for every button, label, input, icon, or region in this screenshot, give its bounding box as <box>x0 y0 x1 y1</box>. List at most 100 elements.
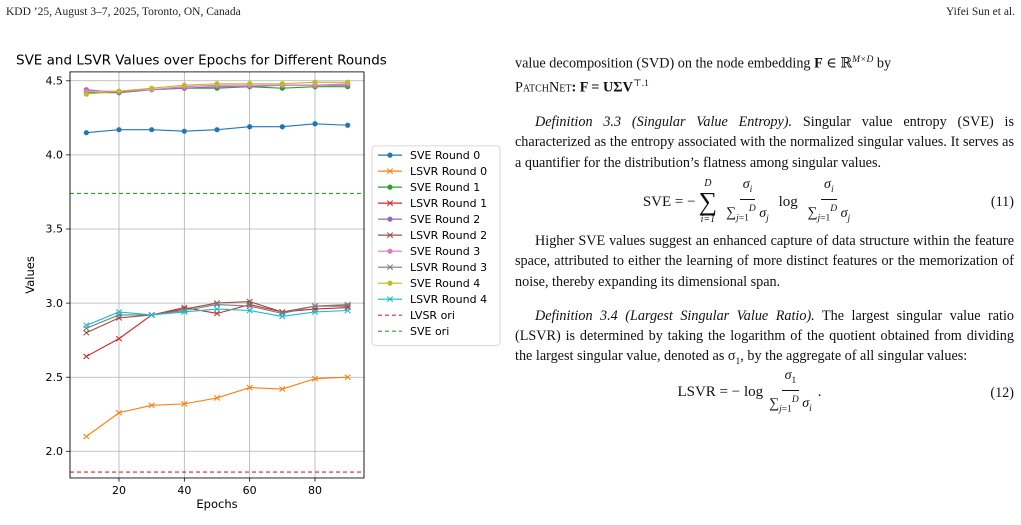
legend-marker <box>386 168 394 175</box>
legend-label: SVE ori <box>410 325 449 338</box>
equation-11-number: (11) <box>990 193 1014 210</box>
legend-marker <box>386 296 394 303</box>
legend-label: SVE Round 0 <box>410 149 480 162</box>
plot-frame <box>69 71 365 479</box>
data-point <box>181 309 188 315</box>
data-point <box>83 353 90 360</box>
data-point <box>279 386 286 393</box>
x-tick-label: 40 <box>177 484 191 497</box>
equation-12-number: (12) <box>990 384 1014 401</box>
data-point <box>279 309 286 315</box>
legend-marker <box>387 184 393 190</box>
data-point <box>312 79 318 85</box>
data-point <box>83 433 90 440</box>
running-header-venue: KDD ’25, August 3–7, 2025, Toronto, ON, … <box>6 6 241 18</box>
legend-marker <box>386 200 394 207</box>
chart-body: SVE and LSVR Values over Epochs for Diff… <box>16 53 501 482</box>
data-point <box>83 329 90 336</box>
series-line <box>85 376 348 437</box>
data-point <box>181 400 188 407</box>
data-point <box>116 88 122 94</box>
equation-12: LSVR = − log σ1 ∑j=1D σi . (12) <box>677 367 1014 415</box>
x-tick-label: 20 <box>112 484 126 497</box>
data-point <box>344 301 351 308</box>
data-point <box>246 298 253 305</box>
data-point <box>246 384 253 391</box>
legend-label: SVE Round 4 <box>410 277 480 290</box>
legend-marker <box>386 232 394 239</box>
data-point <box>246 303 253 310</box>
data-point <box>181 82 187 88</box>
data-point <box>311 309 319 315</box>
data-point <box>311 375 319 382</box>
legend-marker <box>387 280 393 286</box>
y-tick-label: 2.5 <box>46 371 64 384</box>
line-chart-figure: SVE and LSVR Values over Epochs for Diff… <box>0 46 505 516</box>
legend-label: LVSR ori <box>410 309 455 322</box>
definition-3-4: Definition 3.4 (Largest Singular Value R… <box>515 307 1014 368</box>
data-point <box>83 322 90 329</box>
data-point <box>344 374 351 381</box>
data-point <box>148 312 155 318</box>
data-point <box>344 307 351 314</box>
paragraph-svd: value decomposition (SVD) on the node em… <box>515 55 892 96</box>
data-point <box>311 303 319 310</box>
chart-svg: SVE and LSVR Values over Epochs for Diff… <box>16 53 501 511</box>
legend-label: SVE Round 3 <box>410 245 480 258</box>
data-point <box>214 127 220 133</box>
y-tick-label: 3.5 <box>46 223 64 236</box>
legend-marker <box>387 152 393 158</box>
legend-label: LSVR Round 2 <box>410 229 487 242</box>
paragraph-higher-sve: Higher SVE values suggest an enhanced ca… <box>515 232 1014 290</box>
legend-marker <box>386 264 394 271</box>
series-line <box>86 304 348 329</box>
data-point <box>246 307 253 314</box>
legend-label: LSVR Round 4 <box>410 293 487 306</box>
body-text-column: value decomposition (SVD) on the node em… <box>515 50 1015 415</box>
legend-label: SVE Round 2 <box>410 213 480 226</box>
data-point <box>213 306 221 312</box>
definition-3-3: Definition 3.3 (Singular Value Entropy).… <box>515 114 1015 171</box>
y-axis-label: Values <box>23 256 37 294</box>
data-point <box>83 130 89 136</box>
data-point <box>213 310 221 317</box>
x-axis-label: Epochs <box>196 497 237 511</box>
chart-title: SVE and LSVR Values over Epochs for Diff… <box>16 53 387 69</box>
x-tick-label: 80 <box>308 484 322 497</box>
y-tick-label: 3.0 <box>46 297 64 310</box>
legend-marker <box>387 248 393 254</box>
data-point <box>345 79 351 85</box>
legend-label: LSVR Round 0 <box>410 165 487 178</box>
data-point <box>213 301 221 308</box>
equation-11: SVE = − D ∑ i=1 σi ∑j=1D σj log σi ∑j=1D σj … <box>642 177 1014 225</box>
running-header-authors: Yifei Sun et al. <box>946 6 1015 18</box>
data-point <box>247 81 253 87</box>
y-tick-label: 4.5 <box>46 74 64 87</box>
legend-label: LSVR Round 3 <box>410 261 487 274</box>
legend-box <box>371 145 501 346</box>
y-tick-label: 4.0 <box>46 149 64 162</box>
data-point <box>149 127 155 133</box>
data-point <box>345 122 351 128</box>
data-point <box>213 394 221 401</box>
x-tick-label: 60 <box>243 484 257 497</box>
data-point <box>279 81 285 87</box>
data-point <box>247 124 253 130</box>
data-point <box>149 85 155 91</box>
data-point <box>181 128 187 134</box>
legend-label: SVE Round 1 <box>410 181 480 194</box>
data-point <box>83 91 89 97</box>
data-point <box>115 335 123 342</box>
data-point <box>116 127 122 133</box>
data-point <box>214 81 220 87</box>
series-line <box>86 301 348 334</box>
y-tick-label: 2.0 <box>46 445 64 458</box>
data-point <box>279 124 285 130</box>
data-point <box>115 309 123 315</box>
data-point <box>148 402 155 409</box>
legend-marker <box>387 216 393 222</box>
data-point <box>279 313 286 320</box>
legend-label: LSVR Round 1 <box>410 197 487 210</box>
data-point <box>115 409 123 416</box>
running-header: KDD ’25, August 3–7, 2025, Toronto, ON, … <box>6 6 1015 22</box>
